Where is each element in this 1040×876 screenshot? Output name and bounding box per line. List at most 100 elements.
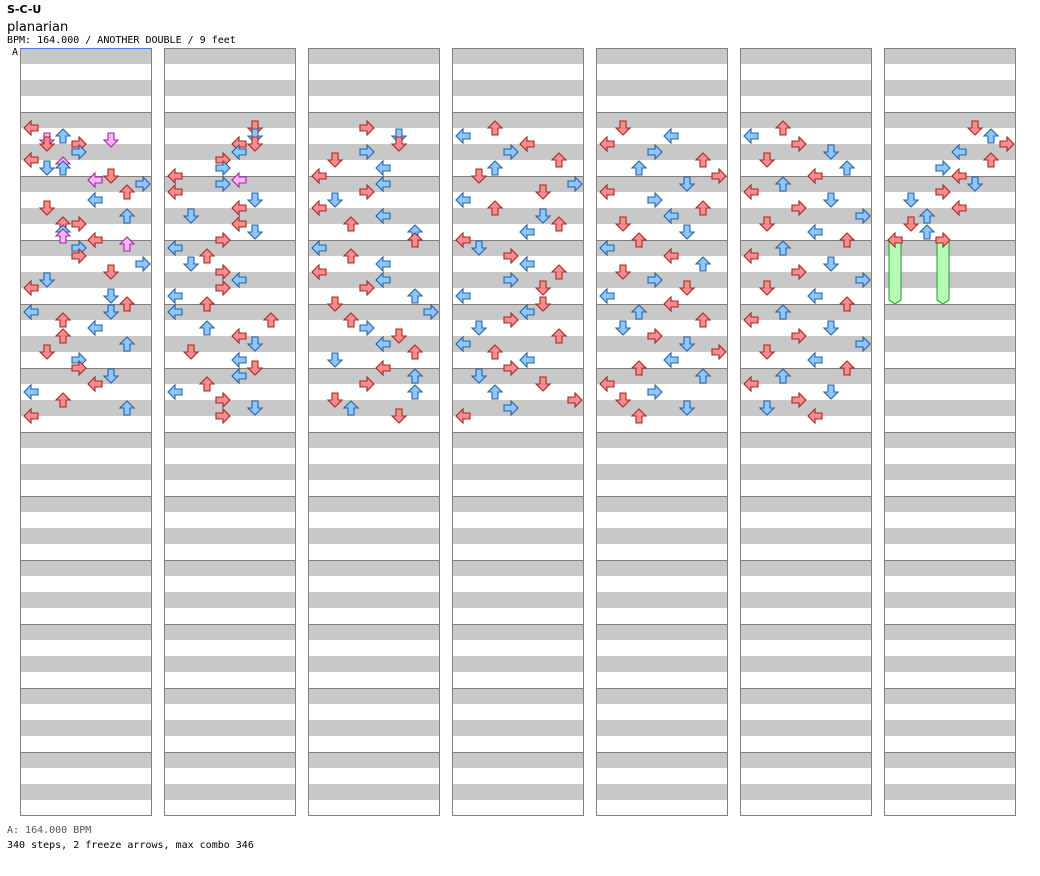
beat-stripe [596, 48, 728, 64]
step-arrow-down [326, 192, 344, 208]
step-arrow-right [935, 183, 951, 201]
step-arrow-up [118, 400, 136, 416]
step-arrow-right [135, 175, 151, 193]
step-arrow-left [87, 375, 103, 393]
step-arrow-left [167, 167, 183, 185]
step-arrow-right [791, 327, 807, 345]
beat-stripe [164, 144, 296, 160]
step-arrow-down [246, 336, 264, 352]
step-arrow-down [758, 152, 776, 168]
step-arrow-left [663, 351, 679, 369]
beat-stripe [884, 432, 1016, 448]
step-arrow-up [406, 368, 424, 384]
step-arrow-up [774, 120, 792, 136]
beat-stripe [740, 240, 872, 256]
step-arrow-up [630, 160, 648, 176]
step-arrow-left [599, 239, 615, 257]
step-arrow-left [743, 247, 759, 265]
beat-stripe [20, 400, 152, 416]
step-arrow-up [486, 200, 504, 216]
beat-stripe [884, 528, 1016, 544]
beat-stripe [452, 784, 584, 800]
beat-stripe [884, 80, 1016, 96]
step-arrow-left [951, 167, 967, 185]
step-arrow-left [599, 375, 615, 393]
step-arrow-left [167, 287, 183, 305]
step-arrow-left [87, 231, 103, 249]
beat-stripe [596, 432, 728, 448]
beat-stripe [596, 336, 728, 352]
beat-stripe [164, 240, 296, 256]
step-arrow-down [534, 280, 552, 296]
step-arrow-up [694, 200, 712, 216]
beat-stripe [740, 336, 872, 352]
step-arrow-left [167, 303, 183, 321]
column-border [596, 48, 728, 816]
step-arrow-up [198, 376, 216, 392]
step-arrow-up [774, 368, 792, 384]
beat-stripe [740, 144, 872, 160]
beat-stripe [308, 432, 440, 448]
step-arrow-right [215, 407, 231, 425]
beat-stripe [596, 784, 728, 800]
step-arrow-down [326, 152, 344, 168]
beat-stripe [452, 688, 584, 704]
beat-stripe [452, 656, 584, 672]
chart-stats: 340 steps, 2 freeze arrows, max combo 34… [7, 840, 254, 851]
step-arrow-left [375, 271, 391, 289]
step-arrow-down [678, 176, 696, 192]
beat-stripe [20, 80, 152, 96]
beat-stripe [164, 720, 296, 736]
step-arrow-up [262, 312, 280, 328]
beat-stripe [20, 560, 152, 576]
step-arrow-up [838, 296, 856, 312]
step-arrow-left [23, 407, 39, 425]
step-arrow-down [822, 256, 840, 272]
beat-stripe [164, 208, 296, 224]
chart-info: BPM: 164.000 / ANOTHER DOUBLE / 9 feet [7, 35, 236, 46]
step-arrow-left [807, 351, 823, 369]
step-arrow-down [182, 256, 200, 272]
step-arrow-right [935, 159, 951, 177]
step-arrow-left [23, 303, 39, 321]
step-arrow-right [215, 159, 231, 177]
beat-stripe [452, 560, 584, 576]
beat-stripe [596, 624, 728, 640]
chart-column [740, 48, 872, 816]
beat-stripe [308, 752, 440, 768]
beat-stripe [596, 400, 728, 416]
beat-stripe [20, 752, 152, 768]
step-arrow-right [423, 303, 439, 321]
step-arrow-down [102, 132, 120, 148]
step-arrow-right [503, 311, 519, 329]
beat-stripe [20, 496, 152, 512]
step-arrow-left [23, 279, 39, 297]
beat-stripe [308, 368, 440, 384]
step-arrow-left [519, 303, 535, 321]
step-arrow-right [855, 335, 871, 353]
beat-stripe [164, 272, 296, 288]
beat-stripe [740, 592, 872, 608]
beat-stripe [452, 464, 584, 480]
beat-stripe [20, 112, 152, 128]
beat-stripe [20, 432, 152, 448]
beat-stripe [308, 80, 440, 96]
beat-stripe [740, 304, 872, 320]
step-arrow-left [311, 263, 327, 281]
step-arrow-up [774, 304, 792, 320]
step-arrow-left [311, 239, 327, 257]
step-arrow-left [455, 191, 471, 209]
step-arrow-left [231, 215, 247, 233]
beat-stripe [164, 496, 296, 512]
step-arrow-down [822, 320, 840, 336]
step-arrow-right [359, 119, 375, 137]
beat-stripe [884, 304, 1016, 320]
step-arrow-left [663, 127, 679, 145]
step-arrow-up [838, 160, 856, 176]
beat-stripe [884, 464, 1016, 480]
step-arrow-up [486, 384, 504, 400]
step-arrow-right [503, 359, 519, 377]
step-arrow-up [774, 176, 792, 192]
step-arrow-right [855, 207, 871, 225]
step-arrow-down [38, 200, 56, 216]
